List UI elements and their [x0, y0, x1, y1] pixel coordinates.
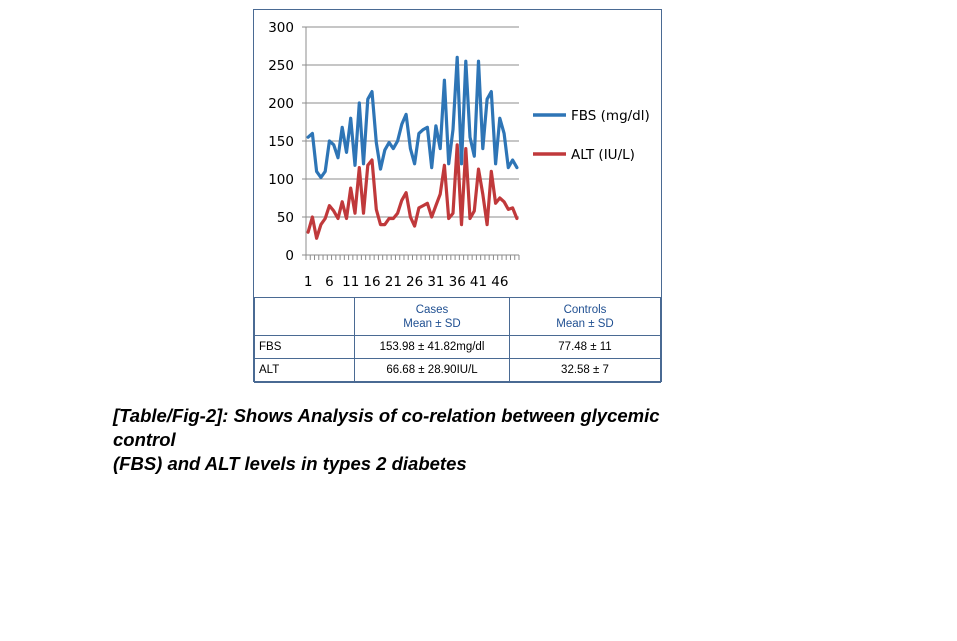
figure-panel: 0 50 100 150 200 250 300 1 6 11 16 21 26 31 36 41 46 FBS…	[253, 9, 662, 383]
cell-fbs-cases: 153.98 ± 41.82mg/dl	[354, 335, 510, 359]
caption-line-1: [Table/Fig-2]: Shows Analysis of co-rela…	[113, 405, 660, 426]
legend-label: FBS (mg/dl)	[571, 108, 650, 124]
header-cases-title: Cases	[415, 303, 449, 316]
header-controls: Controls Mean ± SD	[509, 297, 661, 336]
y-tick-label: 200	[268, 96, 294, 112]
gridlines	[306, 26, 519, 218]
table-row: FBS 153.98 ± 41.82mg/dl 77.48 ± 11	[254, 335, 661, 359]
row-label-alt: ALT	[254, 358, 355, 383]
header-cases-subtitle: Mean ± SD	[403, 317, 461, 330]
header-blank-cell	[254, 297, 355, 336]
summary-table: Cases Mean ± SD Controls Mean ± SD FBS 1…	[254, 297, 661, 383]
header-cases: Cases Mean ± SD	[354, 297, 510, 336]
table-row: ALT 66.68 ± 28.90IU/L 32.58 ± 7	[254, 358, 661, 383]
header-controls-title: Controls	[563, 303, 607, 316]
x-tick-label: 36	[449, 274, 466, 290]
x-tick-label: 6	[325, 274, 334, 290]
caption-line-3: (FBS) and ALT levels in types 2 diabetes	[113, 453, 467, 474]
cell-fbs-controls: 77.48 ± 11	[509, 335, 661, 359]
x-tick-label: 11	[342, 274, 359, 290]
table-header-row: Cases Mean ± SD Controls Mean ± SD	[254, 297, 661, 336]
figure-caption: [Table/Fig-2]: Shows Analysis of co-rela…	[113, 404, 813, 476]
x-tick-label: 31	[427, 274, 444, 290]
series-line-alt	[306, 143, 519, 240]
y-tick-label: 50	[277, 210, 294, 226]
x-tick-label: 21	[385, 274, 402, 290]
x-tick-label: 46	[491, 274, 508, 290]
y-tick-label: 100	[268, 172, 294, 188]
legend-label: ALT (IU/L)	[571, 147, 635, 163]
x-tick-label: 16	[363, 274, 380, 290]
cell-alt-controls: 32.58 ± 7	[509, 358, 661, 383]
x-tick-label: 26	[406, 274, 423, 290]
cell-alt-cases: 66.68 ± 28.90IU/L	[354, 358, 510, 383]
series-lines	[306, 55, 519, 240]
series-line-fbs	[306, 55, 519, 180]
y-tick-label: 150	[268, 134, 294, 150]
header-controls-subtitle: Mean ± SD	[556, 317, 614, 330]
y-tick-label: 0	[285, 248, 294, 264]
y-tick-label: 250	[268, 58, 294, 74]
row-label-fbs: FBS	[254, 335, 355, 359]
x-tick-label: 1	[304, 274, 313, 290]
y-tick-label: 300	[268, 20, 294, 36]
legend: FBS (mg/dl) ALT (IU/L)	[533, 108, 650, 163]
caption-line-2: control	[113, 429, 176, 450]
x-tick-label: 41	[470, 274, 487, 290]
